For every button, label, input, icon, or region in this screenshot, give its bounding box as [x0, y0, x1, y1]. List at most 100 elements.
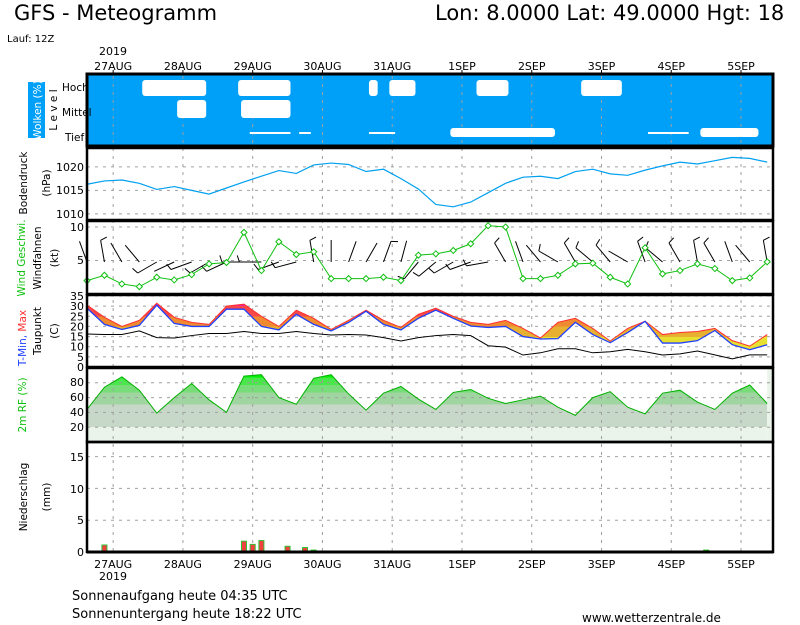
day-label-bottom: 2SEP	[518, 558, 546, 571]
wind-speed-point	[292, 250, 300, 259]
precip-bar	[240, 540, 247, 553]
wind-barb	[515, 241, 524, 263]
humidity-axis-label: 2m RF (%)	[17, 377, 29, 432]
wind-barb-feather	[445, 263, 451, 270]
cloud-patch	[238, 80, 291, 96]
cloud-patch	[177, 100, 207, 118]
day-label-top: 30AUG	[303, 60, 341, 73]
temperature-tick: 30	[70, 300, 84, 313]
wind-barb-feather	[703, 237, 709, 244]
wind-unit: (kt)	[49, 249, 61, 267]
wind-barb	[703, 242, 716, 263]
day-label-bottom: 30AUG	[303, 558, 341, 571]
location-info: Lon: 8.0000 Lat: 49.0000 Hgt: 18	[435, 1, 784, 25]
cloud-patch	[700, 128, 759, 137]
tmin-line	[86, 304, 768, 351]
wind-speed-point	[606, 273, 614, 281]
wind-barb	[735, 244, 751, 263]
cloud-patch	[241, 100, 291, 118]
wind-barb-feather	[494, 237, 500, 244]
wind-speed-point	[344, 274, 353, 283]
wind-speed-point	[257, 266, 266, 275]
precip-unit: (mm)	[41, 483, 53, 512]
wind-barb	[365, 242, 378, 263]
temperature-range-area	[87, 303, 768, 350]
wind-barb	[433, 261, 454, 274]
cloud-patch	[389, 80, 416, 96]
source-link[interactable]: www.wetterzentrale.de	[582, 611, 721, 625]
wind-barb	[637, 241, 646, 263]
level-mittel: Mittel	[62, 107, 92, 119]
day-label-bottom: 1SEP	[448, 558, 476, 571]
tmin-label: T-Min,	[17, 335, 29, 367]
sunrise-text: Sonnenaufgang heute 04:35 UTC	[72, 589, 288, 604]
wind-speed-point	[379, 273, 388, 281]
wind-barb-feather	[668, 237, 675, 244]
wind-barb	[274, 261, 297, 269]
pressure-axis-label: Bodendruck	[18, 151, 30, 215]
day-label-top: 29AUG	[234, 60, 272, 73]
wind-barb	[154, 261, 175, 272]
wind-axis-label: Wind Geschwi.	[16, 219, 28, 296]
day-label-top: 3SEP	[588, 60, 616, 73]
wind-speed-point	[170, 276, 178, 284]
cloud-patch	[581, 80, 622, 96]
tmin-axis-label: T-Min, Max	[17, 310, 29, 367]
wind-barb	[449, 261, 471, 270]
cloud-patch	[142, 80, 207, 96]
temperature-tick: 0	[77, 361, 84, 374]
temperature-tick: 15	[70, 331, 84, 344]
wind-tick: 5	[77, 254, 84, 267]
day-label-bottom: 31AUG	[373, 558, 411, 571]
wind-barb	[124, 244, 140, 263]
cloud-patch	[648, 132, 689, 134]
wind-barb-feather	[462, 259, 467, 267]
wind-speed-point	[414, 251, 423, 259]
wind-barb-feather	[184, 267, 191, 274]
cloud-patch	[368, 132, 396, 134]
wind-barb-feather	[575, 241, 580, 249]
wind-barb-feather	[763, 236, 770, 241]
wind-speed-point	[536, 274, 545, 283]
humidity-tick: 80	[70, 376, 84, 389]
cloud-patch	[299, 132, 311, 134]
cloud-label-box	[28, 82, 45, 138]
wind-barb	[538, 250, 559, 263]
day-label-bottom: 4SEP	[657, 558, 685, 571]
wind-barb-feather	[253, 263, 259, 270]
wind-barb	[668, 242, 681, 263]
humidity-area	[87, 374, 773, 442]
wind-speed-point	[728, 276, 737, 285]
wind-barb	[403, 261, 419, 280]
wind-barb	[762, 240, 768, 263]
wind-barb-feather	[595, 238, 601, 246]
dewpoint-line	[86, 330, 768, 360]
wind-barb-feather	[100, 236, 108, 241]
panels	[79, 72, 775, 554]
tmax-line	[86, 302, 768, 347]
bottom-date-axis: 27AUG 28AUG 29AUG 30AUG 31AUG 1SEP 2SEP 3SEP 4SE…	[94, 558, 755, 571]
wind-speed-point	[711, 264, 719, 273]
cloud-labels: Wolken (%) L e v e l Hoch Mittel Tief	[28, 80, 92, 144]
wind-speed-point	[466, 240, 475, 248]
wind-barb	[137, 261, 158, 274]
prec-panel-bg	[87, 442, 773, 552]
day-label-bottom: 29AUG	[234, 558, 272, 571]
wind-barb-feather	[309, 236, 317, 241]
wind-barb	[383, 241, 392, 263]
precip-tick: 0	[77, 546, 84, 559]
humidity-tick: 20	[70, 421, 84, 434]
wind-barb-feather	[693, 236, 701, 241]
humidity-ticks: 20 40 60 80	[70, 376, 84, 434]
wind-barb	[400, 240, 408, 263]
sunset-text: Sonnenuntergang heute 18:22 UTC	[72, 607, 302, 622]
temperature-tick: 20	[70, 320, 84, 333]
wind-speed-point	[484, 221, 492, 230]
wind-barb-feather	[132, 267, 139, 274]
chart-title: GFS - Meteogramm	[14, 1, 217, 25]
cloud-patch	[368, 80, 378, 96]
temperature-unit: (C)	[49, 323, 61, 339]
humidity-tick: 60	[70, 391, 84, 404]
pressure-ticks: 1010 1015 1020	[56, 161, 84, 221]
